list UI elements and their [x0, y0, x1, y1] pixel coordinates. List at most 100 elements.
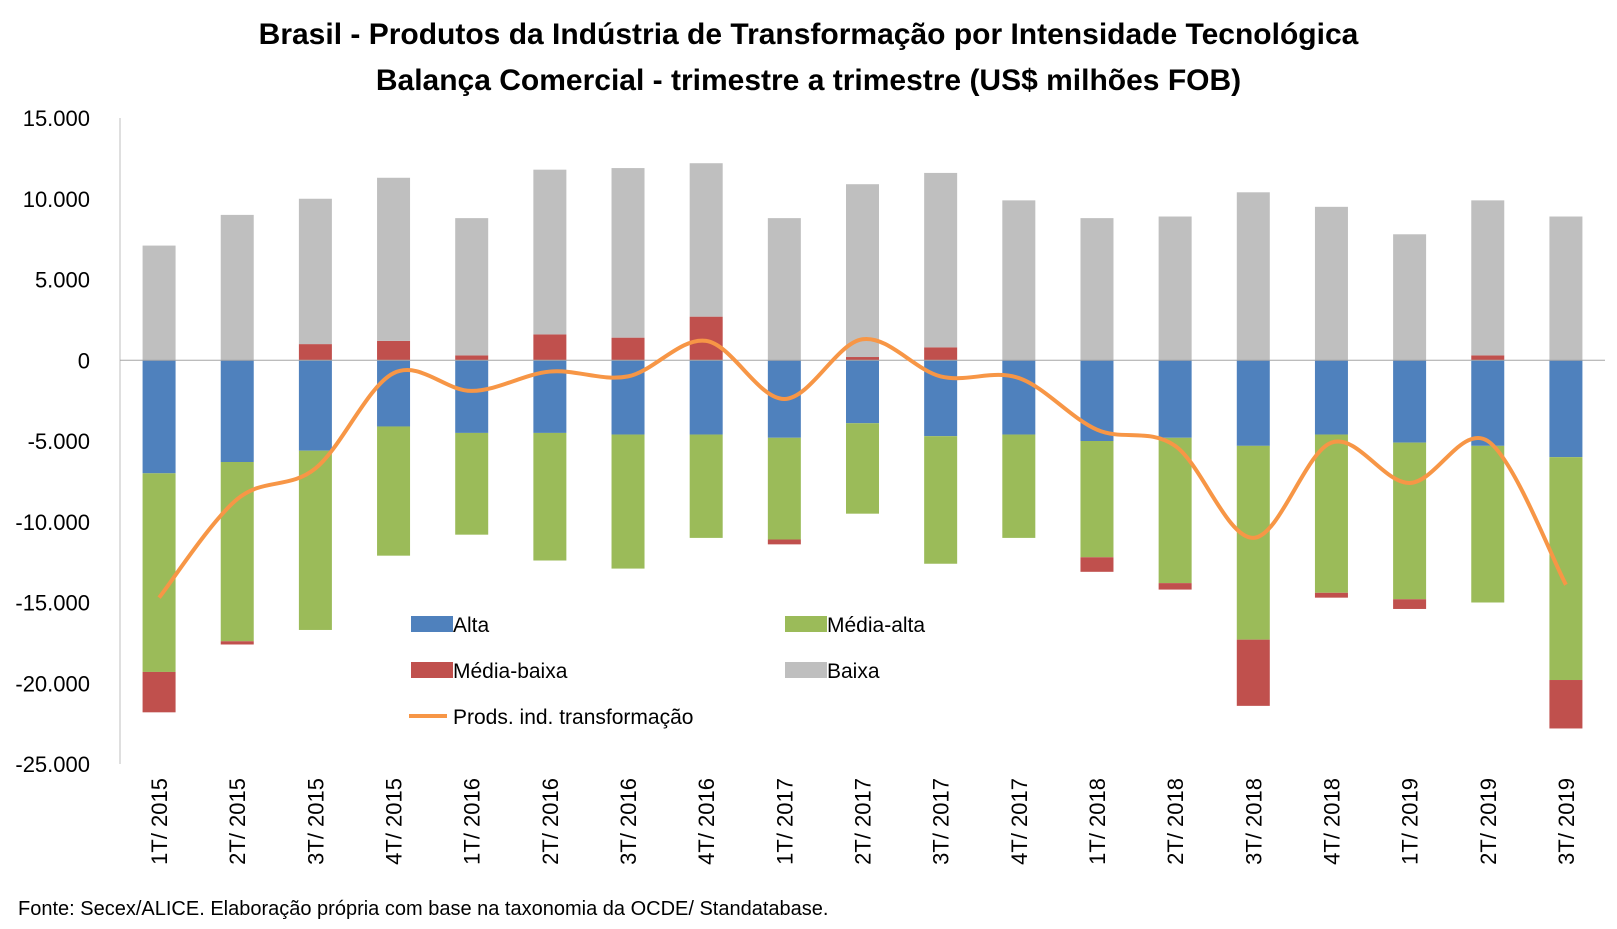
x-tick-label: 1T/ 2019	[1398, 778, 1423, 865]
x-tick-label: 3T/ 2016	[616, 778, 641, 865]
legend-label-alta: Alta	[453, 614, 490, 637]
bar-segment-alta	[689, 360, 723, 435]
x-tick-label: 2T/ 2019	[1476, 778, 1501, 865]
bar-segment-baixa	[924, 172, 958, 348]
line-prods-ind-transformacao	[157, 337, 1568, 599]
bar-segment-m-dia-alta	[1158, 437, 1192, 584]
x-tick-label: 1T/ 2015	[147, 778, 172, 865]
bar-segment-m-dia-alta	[220, 461, 254, 642]
x-tick-label: 2T/ 2017	[851, 778, 876, 865]
bar-segment-m-dia-alta	[767, 437, 801, 540]
bar-segment-baixa	[1236, 192, 1270, 361]
bar-segment-m-dia-alta	[142, 473, 176, 672]
bar-segment-alta	[1158, 360, 1192, 438]
bar-segment-baixa	[455, 218, 489, 356]
bar-segment-m-dia-baixa	[298, 344, 332, 361]
y-tick-label: -10.000	[15, 510, 90, 535]
x-axis-ticks: 1T/ 2015 2T/ 2015 3T/ 2015 4T/ 2015 1T/ 2016…	[147, 778, 1579, 865]
bar-segment-m-dia-baixa	[377, 340, 411, 361]
bar-segment-baixa	[1393, 234, 1427, 361]
source-note: Fonte: Secex/ALICE. Elaboração própria c…	[18, 898, 829, 920]
bar-segment-baixa	[689, 163, 723, 317]
legend-label-baixa: Baixa	[827, 660, 880, 683]
legend-label-m-dia-alta: Média-alta	[827, 614, 925, 637]
legend-swatch-m-dia-baixa	[411, 662, 453, 678]
bar-segment-alta	[1236, 360, 1270, 446]
bar-segment-alta	[1314, 360, 1348, 435]
bar-segment-m-dia-alta	[1471, 445, 1505, 603]
bar-segment-m-dia-baixa	[611, 337, 645, 361]
bar-segment-baixa	[220, 214, 254, 361]
bar-segment-m-dia-baixa	[689, 316, 723, 361]
bar-segment-alta	[455, 360, 489, 433]
bar-segment-m-dia-alta	[1080, 441, 1114, 558]
bar-segment-baixa	[846, 184, 879, 358]
y-axis-ticks: 15.000 10.000 5.000 0 -5.000 -10.000 -15.000 -2…	[15, 106, 90, 777]
bar-segment-m-dia-baixa	[142, 671, 176, 713]
bar-segment-m-dia-alta	[924, 436, 958, 564]
legend-label-prods-ind-transforma-o: Prods. ind. transformação	[453, 706, 693, 729]
x-tick-label: 3T/ 2019	[1554, 778, 1579, 865]
bar-segment-m-dia-alta	[377, 426, 411, 556]
x-tick-label: 4T/ 2017	[1007, 778, 1032, 865]
bar-segment-m-dia-alta	[1393, 442, 1427, 600]
bar-segment-alta	[1393, 360, 1427, 443]
bar-segment-m-dia-alta	[611, 434, 645, 569]
bar-segment-m-dia-baixa	[1549, 680, 1583, 729]
x-tick-label: 4T/ 2016	[694, 778, 719, 865]
bar-segment-alta	[1002, 360, 1036, 435]
x-tick-label: 2T/ 2015	[225, 778, 250, 865]
bars-layer	[142, 163, 1583, 729]
y-tick-label: -20.000	[15, 671, 90, 696]
bar-segment-baixa	[377, 177, 411, 341]
legend-swatch-alta	[411, 616, 453, 632]
bar-segment-alta	[1549, 360, 1583, 458]
y-tick-label: 5.000	[35, 268, 90, 293]
bar-segment-m-dia-baixa	[1314, 592, 1348, 598]
bar-segment-alta	[298, 360, 332, 451]
bar-segment-baixa	[1471, 200, 1505, 356]
bar-segment-m-dia-baixa	[1471, 355, 1505, 361]
bar-segment-baixa	[1549, 216, 1583, 361]
x-tick-label: 2T/ 2018	[1163, 778, 1188, 865]
bar-segment-baixa	[142, 245, 176, 361]
bar-segment-baixa	[1080, 218, 1114, 361]
bar-segment-alta	[1471, 360, 1505, 446]
bar-segment-m-dia-baixa	[1236, 639, 1270, 706]
y-tick-label: 15.000	[23, 106, 90, 131]
axes-layer	[119, 118, 1605, 764]
x-tick-label: 3T/ 2018	[1241, 778, 1266, 865]
x-tick-label: 1T/ 2018	[1085, 778, 1110, 865]
bar-segment-alta	[220, 360, 254, 462]
y-tick-label: -5.000	[28, 429, 90, 454]
x-tick-label: 1T/ 2017	[772, 778, 797, 865]
bar-segment-baixa	[767, 218, 801, 361]
bar-segment-m-dia-alta	[1002, 434, 1036, 538]
bar-segment-m-dia-alta	[455, 432, 489, 535]
bar-segment-baixa	[611, 168, 645, 338]
legend-swatch-m-dia-alta	[785, 616, 827, 632]
y-tick-label: -25.000	[15, 752, 90, 777]
bar-segment-m-dia-baixa	[767, 539, 801, 545]
x-tick-label: 4T/ 2018	[1319, 778, 1344, 865]
legend-swatch-baixa	[785, 662, 827, 678]
bar-segment-m-dia-alta	[1314, 434, 1348, 593]
legend-label-m-dia-baixa: Média-baixa	[453, 660, 568, 683]
bar-segment-baixa	[1002, 200, 1036, 361]
bar-segment-m-dia-baixa	[846, 357, 879, 361]
y-tick-label: -15.000	[15, 591, 90, 616]
chart-title: Brasil - Produtos da Indústria de Transf…	[258, 18, 1359, 51]
bar-segment-baixa	[533, 169, 567, 335]
x-tick-label: 3T/ 2017	[929, 778, 954, 865]
bar-segment-m-dia-alta	[1236, 445, 1270, 640]
bar-segment-m-dia-baixa	[1393, 599, 1427, 609]
bar-segment-m-dia-alta	[533, 432, 567, 561]
bar-segment-m-dia-alta	[1549, 457, 1583, 681]
bar-segment-m-dia-baixa	[533, 334, 567, 361]
bar-segment-alta	[142, 360, 176, 474]
x-tick-label: 1T/ 2016	[460, 778, 485, 865]
x-tick-label: 2T/ 2016	[538, 778, 563, 865]
chart-subtitle: Balança Comercial - trimestre a trimestr…	[375, 64, 1242, 97]
bar-segment-baixa	[298, 198, 332, 345]
